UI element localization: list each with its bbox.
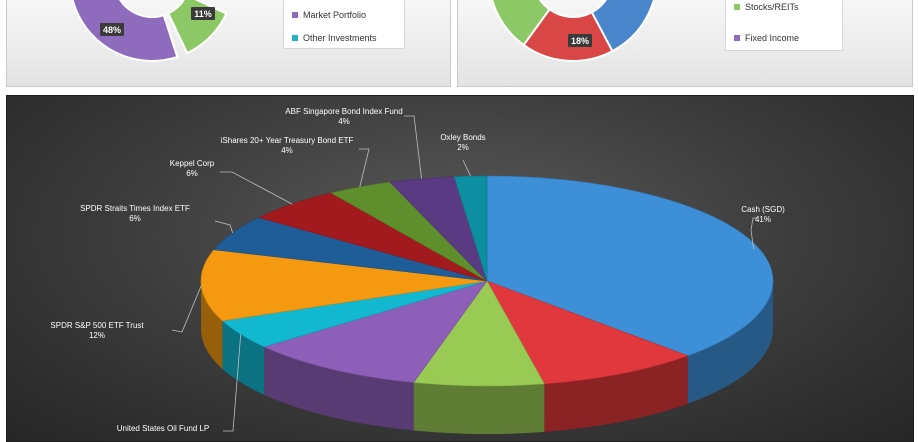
- pie-slice-cash-sgd: [486, 175, 774, 357]
- pie-label-name: SPDR Straits Times Index ETF: [80, 204, 190, 213]
- pie-sides: [201, 281, 773, 434]
- legend-label: Other Investments: [303, 33, 377, 43]
- pie-slice-slice-2: [413, 280, 545, 387]
- pie-label-name: iShares 20+ Year Treasury Bond ETF: [221, 136, 354, 145]
- pie-label-name: United States Oil Fund LP: [117, 424, 210, 433]
- pie-side-slice-2: [413, 382, 545, 434]
- pie-slice-spdr-s-p-500-etf-trust: [200, 249, 488, 322]
- leader-line: [171, 285, 202, 333]
- legend-item-fixed-income: Fixed Income: [734, 33, 799, 43]
- donut-slice-0: [71, 0, 179, 62]
- legend-label: Stocks/REITs: [745, 2, 799, 12]
- pie-label-percent: 6%: [129, 214, 141, 223]
- pie-label-name: Oxley Bonds: [440, 133, 485, 142]
- pie-side-spdr-s-p-500-etf-trust: [201, 281, 223, 369]
- pie-slice-oxley-bonds: [453, 175, 488, 282]
- legend-label: Market Portfolio: [303, 10, 367, 20]
- legend-item-stocks-reits: Stocks/REITs: [734, 2, 799, 12]
- top-left-donut-chart: 48% 11%: [71, 0, 228, 62]
- donut-slice-green: [491, 0, 551, 47]
- leader-line: [359, 148, 370, 188]
- pie-slice-slice-3: [263, 280, 488, 383]
- pie-label-percent: 2%: [457, 143, 469, 152]
- legend-swatch: [292, 11, 298, 18]
- main-chart-panel: Cash (SGD) 41% United States Oil Fund LP SP…: [6, 95, 914, 442]
- top-right-donut-chart: 18%: [491, 0, 655, 62]
- pie-side-slice-3: [264, 346, 414, 431]
- pie-label-cash-sgd: Cash (SGD)41%: [741, 205, 785, 250]
- pie-side-cash-sgd: [687, 281, 773, 404]
- top-right-chart-panel: 18% Stocks/REITs Fixed Income: [457, 0, 913, 87]
- pie-labels: Cash (SGD)41% United States Oil Fund LP SP…: [50, 107, 785, 433]
- donut-data-label: 11%: [191, 7, 215, 20]
- pie-label-percent: 12%: [89, 331, 105, 340]
- legend-swatch: [734, 34, 740, 41]
- leader-line: [750, 229, 755, 250]
- pie-label-percent: 4%: [338, 117, 350, 126]
- svg-text:48%: 48%: [103, 25, 121, 35]
- pie-label-percent: 4%: [281, 146, 293, 155]
- leader-line: [214, 220, 234, 234]
- pie-label-name: Cash (SGD): [741, 205, 785, 214]
- legend-item-market-portfolio: Market Portfolio: [292, 10, 366, 20]
- top-left-chart-panel: 48% 11% Market Portfolio Other Investment…: [6, 0, 451, 87]
- pie-side-united-states-oil-fund-lp: [222, 320, 265, 395]
- legend-item-other-investments: Other Investments: [292, 33, 377, 43]
- pie-side-slice-1: [544, 355, 688, 432]
- main-3d-pie-chart: Cash (SGD)41% United States Oil Fund LP SP…: [50, 107, 785, 434]
- donut-data-label: 48%: [100, 23, 124, 36]
- pie-top: [200, 175, 774, 387]
- pie-slice-slice-1: [486, 280, 689, 385]
- donut-data-label: 18%: [568, 34, 592, 47]
- leader-line: [404, 115, 423, 179]
- leader-line: [220, 171, 293, 205]
- top-left-legend: Market Portfolio Other Investments: [283, 0, 405, 49]
- pie-label-name: Keppel Corp: [170, 159, 215, 168]
- pie-label-name: SPDR S&P 500 ETF Trust: [50, 321, 144, 330]
- leader-line: [462, 159, 471, 177]
- pie-label-name: ABF Singapore Bond Index Fund: [285, 107, 402, 116]
- svg-text:11%: 11%: [194, 9, 212, 19]
- legend-label: Fixed Income: [745, 33, 800, 43]
- svg-text:18%: 18%: [571, 36, 589, 46]
- pie-label-percent: 41%: [755, 215, 771, 224]
- pie-label-percent: 6%: [186, 169, 198, 178]
- top-right-legend: Stocks/REITs Fixed Income: [725, 0, 843, 51]
- legend-swatch: [292, 34, 298, 41]
- legend-swatch: [734, 3, 740, 10]
